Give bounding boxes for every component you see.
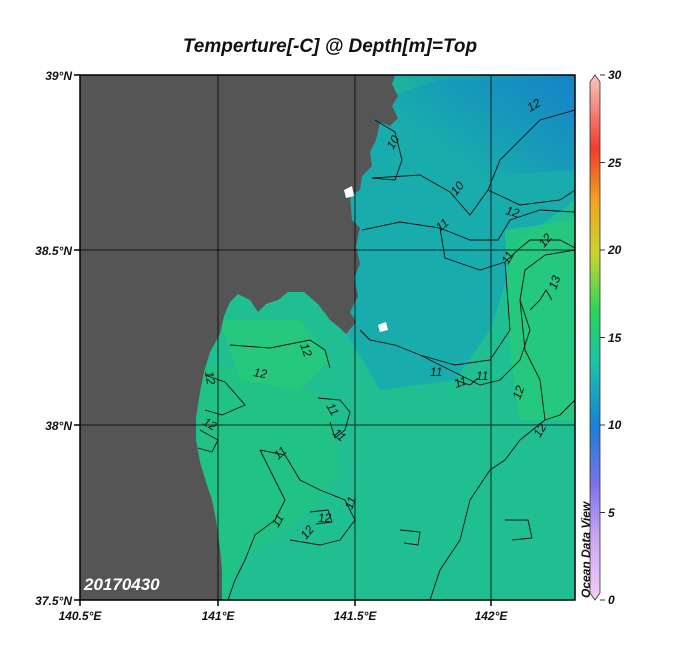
map-area: 10 10 11 11 11 11 11 11 11 11 11 11 12 1…: [80, 75, 575, 600]
contour-label: 12: [252, 365, 268, 381]
contour-label: 12: [201, 414, 220, 433]
lat-tick-label: 38°N: [45, 419, 72, 433]
land-mass: [80, 75, 398, 600]
lat-tick-label: 38.5°N: [35, 244, 72, 258]
colorbar-tick-label: 30: [608, 68, 622, 82]
lon-tick-label: 140.5°E: [59, 609, 103, 623]
lon-tick-label: 141°E: [202, 609, 236, 623]
lat-tick-label: 39°N: [45, 69, 72, 83]
contour-line: [487, 189, 575, 206]
contour-label: 13: [546, 273, 564, 291]
colorbar-tick-label: 25: [607, 156, 622, 170]
contour-line: [419, 249, 575, 386]
contour-line: [439, 227, 575, 271]
colorbar: 30 25 20 15 10 5 0: [589, 68, 622, 607]
contour-line: [429, 299, 546, 600]
contour-label: 12: [318, 511, 332, 525]
island: [378, 322, 388, 332]
warm-water-coast: [200, 360, 340, 600]
warm-water-east: [505, 220, 575, 420]
warm-water-bay: [220, 320, 330, 390]
colorbar-tick-label: 0: [608, 593, 615, 607]
contour-line: [544, 399, 575, 421]
contour-label: 11: [476, 369, 488, 383]
graticule: [80, 75, 575, 600]
contour-line: [371, 109, 575, 216]
map-title: Temperture[-C] @ Depth[m]=Top: [182, 36, 478, 57]
colorbar-tick-label: 10: [608, 418, 622, 432]
contour-label: 11: [268, 512, 286, 530]
colorbar-ramp: [589, 74, 601, 601]
colorbar-tick-label: 5: [608, 506, 615, 520]
contour-line: [505, 519, 533, 541]
lon-tick-label: 141.5°E: [334, 609, 378, 623]
contour-label: 10: [383, 133, 402, 152]
contour-label: 11: [430, 365, 442, 379]
contour-line: [317, 397, 351, 439]
date-label: 20170430: [83, 575, 160, 594]
island: [344, 186, 354, 198]
cold-water-region: [360, 75, 575, 220]
contour-line: [359, 261, 511, 366]
frame-ticks: [74, 74, 492, 606]
contour-label: 11: [323, 401, 341, 419]
contour-line: [259, 449, 356, 546]
contour-label: 12: [297, 341, 315, 359]
contour-label: 12: [510, 383, 528, 401]
contour-line: [197, 429, 219, 453]
contour-label: 12: [504, 203, 521, 220]
colorbar-tick-label: 20: [607, 243, 622, 257]
contour-line: [454, 377, 479, 386]
colorbar-tick-label: 15: [608, 331, 622, 345]
contour-label: 11: [498, 249, 516, 267]
contour-lines: [197, 109, 575, 600]
contour-line: [399, 529, 421, 546]
contour-label: 12: [202, 370, 218, 386]
contour-line: [229, 339, 331, 369]
contour-line: [371, 119, 403, 181]
contour-line: [529, 289, 553, 311]
contour-label: 12: [525, 96, 544, 115]
contour-label: 11: [452, 373, 469, 390]
contour-line: [361, 209, 575, 241]
map-frame: [79, 74, 576, 601]
lat-tick-label: 37.5°N: [35, 594, 72, 608]
brand-label: Ocean Data View: [579, 501, 593, 598]
contour-line: [227, 449, 286, 600]
lon-tick-label: 142°E: [475, 609, 509, 623]
contour-line: [309, 509, 333, 525]
